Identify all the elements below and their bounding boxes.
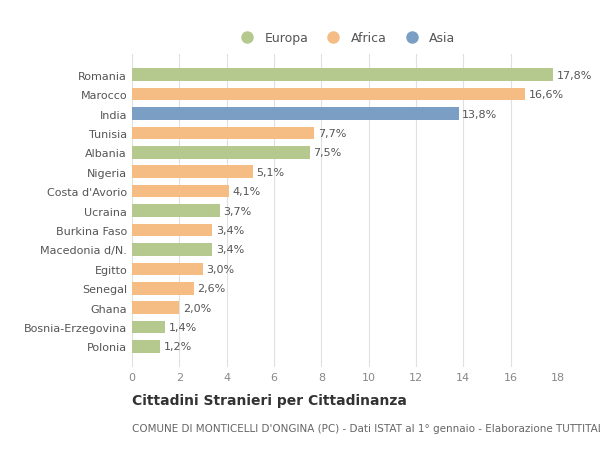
Text: 2,0%: 2,0% <box>183 303 211 313</box>
Bar <box>132 224 212 237</box>
Bar <box>132 302 179 314</box>
Bar <box>132 185 229 198</box>
Text: 7,7%: 7,7% <box>318 129 346 139</box>
Bar <box>132 147 310 159</box>
Text: 3,4%: 3,4% <box>216 245 244 255</box>
Text: 16,6%: 16,6% <box>529 90 563 100</box>
Text: 3,4%: 3,4% <box>216 225 244 235</box>
Text: 3,7%: 3,7% <box>223 206 251 216</box>
Bar <box>132 244 212 256</box>
Bar <box>132 69 553 82</box>
Text: 7,5%: 7,5% <box>313 148 341 158</box>
Text: 2,6%: 2,6% <box>197 284 226 294</box>
Text: 4,1%: 4,1% <box>233 187 261 197</box>
Legend: Europa, Africa, Asia: Europa, Africa, Asia <box>229 27 461 50</box>
Bar <box>132 263 203 275</box>
Bar <box>132 166 253 179</box>
Bar <box>132 205 220 218</box>
Bar <box>132 89 525 101</box>
Bar <box>132 282 194 295</box>
Bar <box>132 108 458 121</box>
Text: 5,1%: 5,1% <box>256 168 284 177</box>
Bar <box>132 321 165 334</box>
Text: 17,8%: 17,8% <box>557 71 592 80</box>
Text: Cittadini Stranieri per Cittadinanza: Cittadini Stranieri per Cittadinanza <box>132 393 407 407</box>
Text: 13,8%: 13,8% <box>462 109 497 119</box>
Bar <box>132 341 160 353</box>
Text: 1,2%: 1,2% <box>164 342 192 352</box>
Text: COMUNE DI MONTICELLI D'ONGINA (PC) - Dati ISTAT al 1° gennaio - Elaborazione TUT: COMUNE DI MONTICELLI D'ONGINA (PC) - Dat… <box>132 424 600 433</box>
Bar <box>132 127 314 140</box>
Text: 3,0%: 3,0% <box>206 264 235 274</box>
Text: 1,4%: 1,4% <box>169 322 197 332</box>
